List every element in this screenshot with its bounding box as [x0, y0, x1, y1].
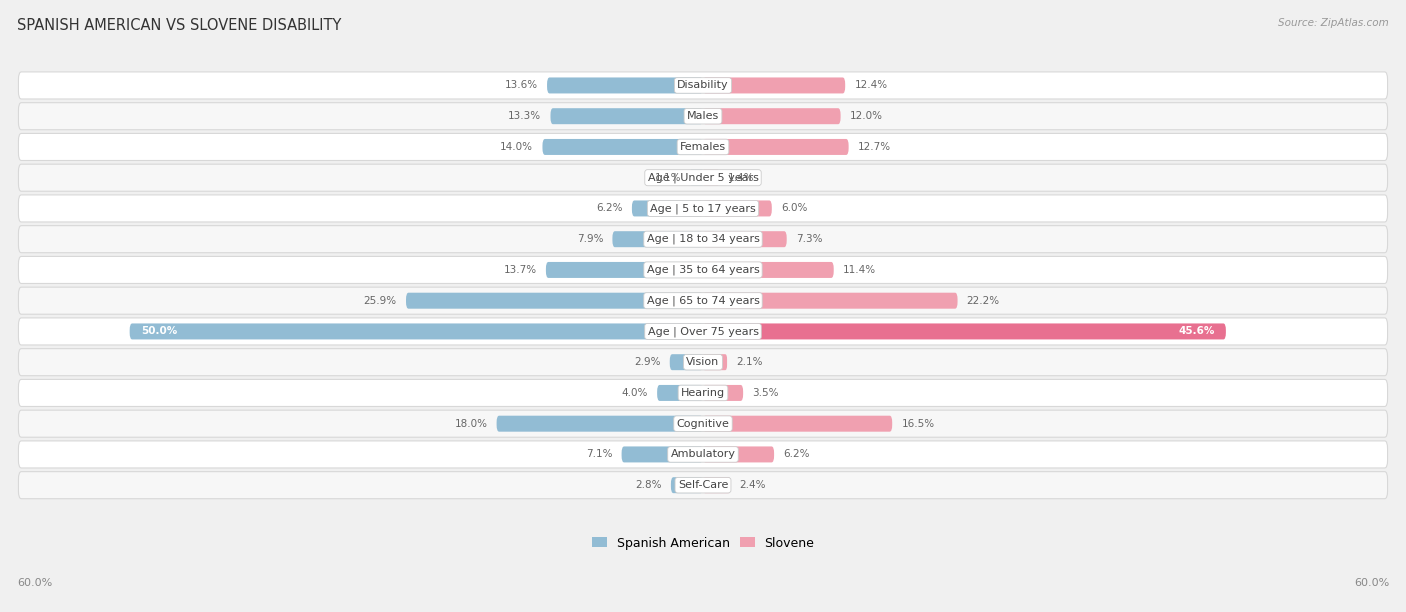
FancyBboxPatch shape [547, 78, 703, 94]
FancyBboxPatch shape [18, 441, 1388, 468]
Text: Males: Males [688, 111, 718, 121]
FancyBboxPatch shape [671, 477, 703, 493]
Text: Age | 18 to 34 years: Age | 18 to 34 years [647, 234, 759, 244]
FancyBboxPatch shape [703, 139, 849, 155]
Text: 12.7%: 12.7% [858, 142, 891, 152]
FancyBboxPatch shape [703, 293, 957, 308]
Text: SPANISH AMERICAN VS SLOVENE DISABILITY: SPANISH AMERICAN VS SLOVENE DISABILITY [17, 18, 342, 34]
FancyBboxPatch shape [703, 446, 775, 463]
FancyBboxPatch shape [18, 133, 1388, 160]
FancyBboxPatch shape [18, 226, 1388, 253]
FancyBboxPatch shape [18, 195, 1388, 222]
Text: Disability: Disability [678, 80, 728, 91]
FancyBboxPatch shape [18, 379, 1388, 406]
Text: Vision: Vision [686, 357, 720, 367]
FancyBboxPatch shape [546, 262, 703, 278]
FancyBboxPatch shape [496, 416, 703, 431]
FancyBboxPatch shape [406, 293, 703, 308]
FancyBboxPatch shape [18, 410, 1388, 437]
FancyBboxPatch shape [18, 72, 1388, 99]
FancyBboxPatch shape [703, 108, 841, 124]
Text: Age | Under 5 years: Age | Under 5 years [648, 173, 758, 183]
Text: 60.0%: 60.0% [1354, 578, 1389, 588]
Text: 12.0%: 12.0% [849, 111, 883, 121]
FancyBboxPatch shape [18, 318, 1388, 345]
FancyBboxPatch shape [543, 139, 703, 155]
FancyBboxPatch shape [613, 231, 703, 247]
Text: 45.6%: 45.6% [1178, 326, 1215, 337]
FancyBboxPatch shape [690, 170, 703, 185]
Text: 13.6%: 13.6% [505, 80, 538, 91]
FancyBboxPatch shape [703, 416, 893, 431]
Text: 50.0%: 50.0% [141, 326, 177, 337]
FancyBboxPatch shape [703, 231, 787, 247]
FancyBboxPatch shape [703, 78, 845, 94]
Text: 13.3%: 13.3% [508, 111, 541, 121]
FancyBboxPatch shape [18, 287, 1388, 314]
Text: 22.2%: 22.2% [967, 296, 1000, 305]
Text: 1.1%: 1.1% [655, 173, 682, 183]
Text: 7.9%: 7.9% [576, 234, 603, 244]
FancyBboxPatch shape [703, 201, 772, 217]
Text: 13.7%: 13.7% [503, 265, 537, 275]
Text: 18.0%: 18.0% [454, 419, 488, 428]
FancyBboxPatch shape [18, 256, 1388, 283]
Text: 6.0%: 6.0% [780, 203, 807, 214]
Text: 11.4%: 11.4% [842, 265, 876, 275]
Text: Self-Care: Self-Care [678, 480, 728, 490]
FancyBboxPatch shape [703, 385, 744, 401]
FancyBboxPatch shape [703, 324, 1226, 340]
Text: 60.0%: 60.0% [17, 578, 52, 588]
FancyBboxPatch shape [621, 446, 703, 463]
Text: 7.3%: 7.3% [796, 234, 823, 244]
Text: Hearing: Hearing [681, 388, 725, 398]
FancyBboxPatch shape [669, 354, 703, 370]
Text: 16.5%: 16.5% [901, 419, 935, 428]
FancyBboxPatch shape [703, 262, 834, 278]
Text: Females: Females [681, 142, 725, 152]
Text: Cognitive: Cognitive [676, 419, 730, 428]
Text: 6.2%: 6.2% [783, 449, 810, 460]
FancyBboxPatch shape [631, 201, 703, 217]
Text: 12.4%: 12.4% [855, 80, 887, 91]
Text: 4.0%: 4.0% [621, 388, 648, 398]
Text: 25.9%: 25.9% [364, 296, 396, 305]
Text: Source: ZipAtlas.com: Source: ZipAtlas.com [1278, 18, 1389, 28]
FancyBboxPatch shape [18, 103, 1388, 130]
Text: Ambulatory: Ambulatory [671, 449, 735, 460]
FancyBboxPatch shape [18, 164, 1388, 191]
FancyBboxPatch shape [18, 472, 1388, 499]
Text: 1.4%: 1.4% [728, 173, 755, 183]
Text: Age | 65 to 74 years: Age | 65 to 74 years [647, 296, 759, 306]
Text: 2.4%: 2.4% [740, 480, 766, 490]
FancyBboxPatch shape [703, 354, 727, 370]
Text: 2.1%: 2.1% [737, 357, 762, 367]
FancyBboxPatch shape [18, 349, 1388, 376]
FancyBboxPatch shape [703, 170, 718, 185]
Text: 2.9%: 2.9% [634, 357, 661, 367]
FancyBboxPatch shape [703, 477, 731, 493]
Text: 3.5%: 3.5% [752, 388, 779, 398]
Text: 6.2%: 6.2% [596, 203, 623, 214]
Legend: Spanish American, Slovene: Spanish American, Slovene [586, 532, 820, 554]
Text: Age | 5 to 17 years: Age | 5 to 17 years [650, 203, 756, 214]
Text: 14.0%: 14.0% [501, 142, 533, 152]
FancyBboxPatch shape [551, 108, 703, 124]
FancyBboxPatch shape [129, 324, 703, 340]
Text: 7.1%: 7.1% [586, 449, 613, 460]
FancyBboxPatch shape [657, 385, 703, 401]
Text: Age | Over 75 years: Age | Over 75 years [648, 326, 758, 337]
Text: Age | 35 to 64 years: Age | 35 to 64 years [647, 265, 759, 275]
Text: 2.8%: 2.8% [636, 480, 662, 490]
